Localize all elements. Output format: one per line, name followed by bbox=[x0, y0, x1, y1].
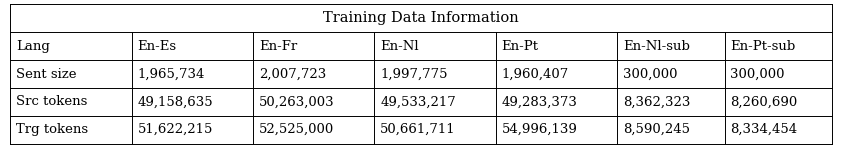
Text: 1,965,734: 1,965,734 bbox=[137, 67, 205, 81]
Bar bbox=[10, 60, 832, 88]
Bar bbox=[10, 116, 832, 144]
Text: En-Nl: En-Nl bbox=[381, 40, 418, 53]
Text: 300,000: 300,000 bbox=[623, 67, 678, 81]
Text: 8,362,323: 8,362,323 bbox=[623, 95, 690, 108]
Text: En-Pt-sub: En-Pt-sub bbox=[730, 40, 796, 53]
Text: Training Data Information: Training Data Information bbox=[323, 11, 519, 25]
Text: Sent size: Sent size bbox=[16, 67, 77, 81]
Text: Trg tokens: Trg tokens bbox=[16, 123, 88, 136]
Text: Src tokens: Src tokens bbox=[16, 95, 88, 108]
Bar bbox=[10, 88, 832, 116]
Text: 49,158,635: 49,158,635 bbox=[137, 95, 213, 108]
Text: En-Fr: En-Fr bbox=[258, 40, 297, 53]
Text: Lang: Lang bbox=[16, 40, 50, 53]
Text: 1,960,407: 1,960,407 bbox=[502, 67, 569, 81]
Text: En-Es: En-Es bbox=[137, 40, 177, 53]
Text: 300,000: 300,000 bbox=[730, 67, 785, 81]
Text: 49,283,373: 49,283,373 bbox=[502, 95, 578, 108]
Text: En-Nl-sub: En-Nl-sub bbox=[623, 40, 690, 53]
Text: 8,334,454: 8,334,454 bbox=[730, 123, 797, 136]
Bar bbox=[10, 32, 832, 60]
Text: 1,997,775: 1,997,775 bbox=[381, 67, 448, 81]
Text: 52,525,000: 52,525,000 bbox=[258, 123, 334, 136]
Text: En-Pt: En-Pt bbox=[502, 40, 539, 53]
Text: 50,661,711: 50,661,711 bbox=[381, 123, 456, 136]
Text: 49,533,217: 49,533,217 bbox=[381, 95, 456, 108]
Text: 8,590,245: 8,590,245 bbox=[623, 123, 690, 136]
Text: 2,007,723: 2,007,723 bbox=[258, 67, 326, 81]
Bar bbox=[10, 4, 832, 32]
Text: 54,996,139: 54,996,139 bbox=[502, 123, 578, 136]
Text: 8,260,690: 8,260,690 bbox=[730, 95, 797, 108]
Text: 51,622,215: 51,622,215 bbox=[137, 123, 213, 136]
Text: 50,263,003: 50,263,003 bbox=[258, 95, 334, 108]
